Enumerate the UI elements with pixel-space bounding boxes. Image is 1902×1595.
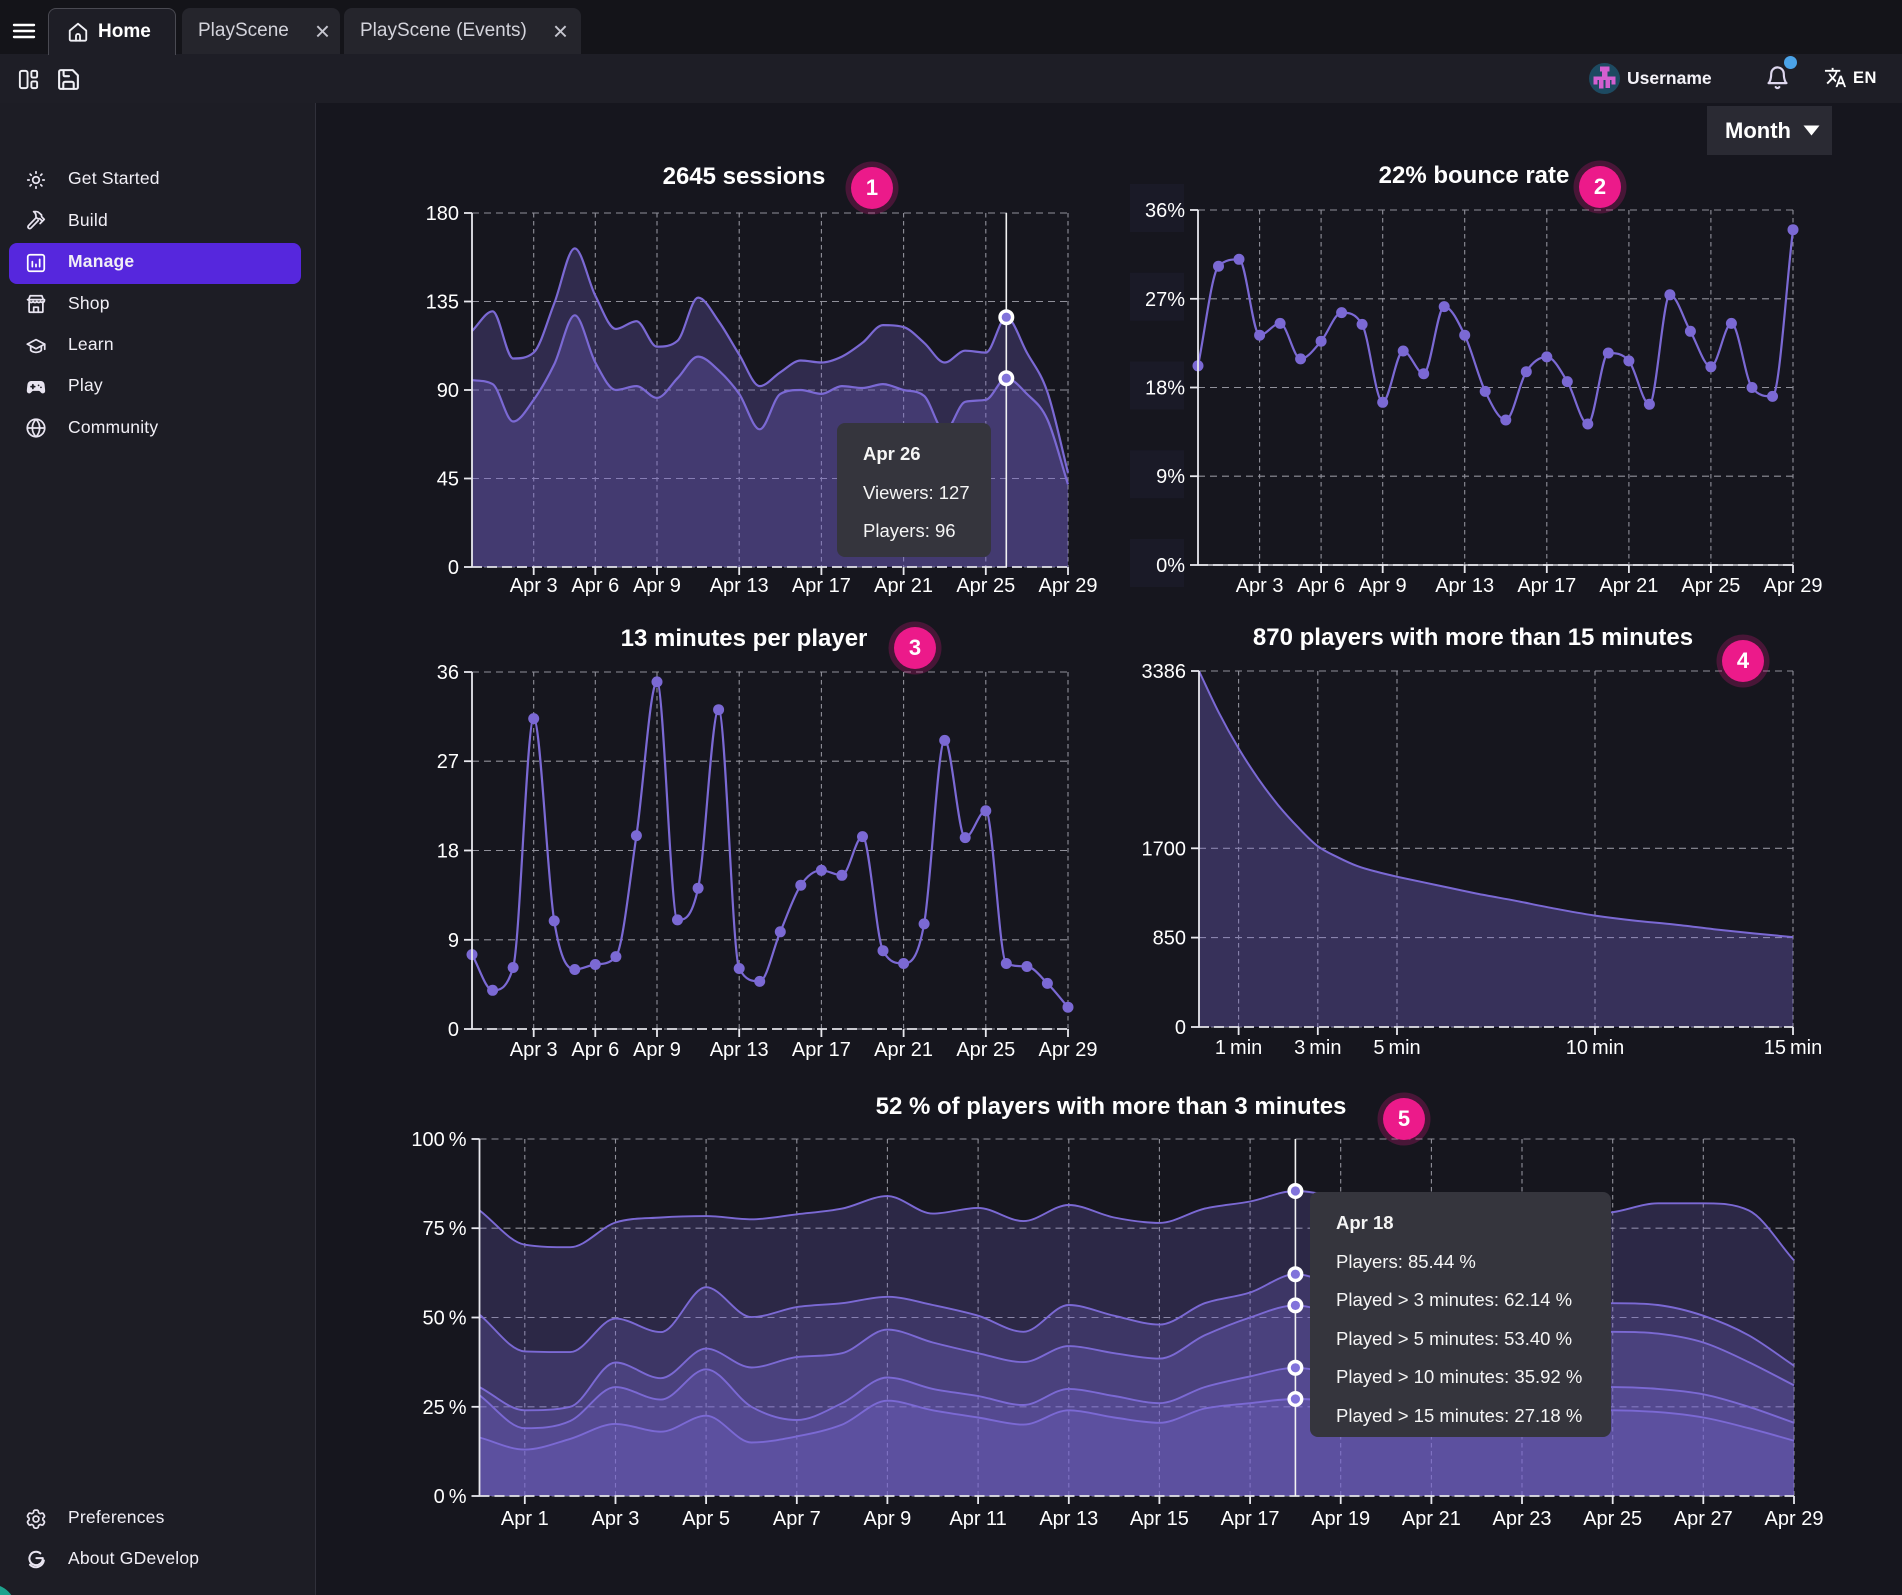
svg-text:1 min: 1 min xyxy=(1215,1037,1262,1059)
svg-text:Apr 29: Apr 29 xyxy=(1765,1508,1824,1530)
svg-text:100 %: 100 % xyxy=(411,1129,466,1151)
svg-text:Apr 23: Apr 23 xyxy=(1493,1508,1552,1530)
svg-text:5 min: 5 min xyxy=(1373,1037,1420,1059)
svg-text:Apr 25: Apr 25 xyxy=(1681,575,1740,597)
svg-text:18%: 18% xyxy=(1145,378,1185,400)
svg-text:Apr 15: Apr 15 xyxy=(1130,1508,1189,1530)
svg-text:Apr 3: Apr 3 xyxy=(510,575,558,597)
svg-text:Apr 29: Apr 29 xyxy=(1039,575,1098,597)
svg-text:Apr 25: Apr 25 xyxy=(1583,1508,1642,1530)
svg-text:10 min: 10 min xyxy=(1566,1037,1624,1059)
svg-text:180: 180 xyxy=(426,203,459,225)
svg-text:Apr 9: Apr 9 xyxy=(863,1508,911,1530)
svg-text:25 %: 25 % xyxy=(422,1397,466,1419)
svg-text:27%: 27% xyxy=(1145,289,1185,311)
svg-text:9: 9 xyxy=(448,930,459,952)
svg-text:Apr 13: Apr 13 xyxy=(710,575,769,597)
svg-text:Apr 21: Apr 21 xyxy=(874,1039,933,1061)
svg-text:15 min: 15 min xyxy=(1764,1037,1822,1059)
svg-text:Apr 6: Apr 6 xyxy=(571,1039,619,1061)
svg-text:0: 0 xyxy=(1175,1017,1186,1039)
svg-text:Apr 29: Apr 29 xyxy=(1039,1039,1098,1061)
svg-text:Apr 3: Apr 3 xyxy=(1236,575,1284,597)
svg-text:Apr 25: Apr 25 xyxy=(956,575,1015,597)
svg-text:Apr 19: Apr 19 xyxy=(1311,1508,1370,1530)
svg-text:Apr 6: Apr 6 xyxy=(1297,575,1345,597)
svg-text:135: 135 xyxy=(426,292,459,314)
svg-text:3386: 3386 xyxy=(1142,661,1187,683)
svg-text:Apr 13: Apr 13 xyxy=(710,1039,769,1061)
svg-text:Apr 5: Apr 5 xyxy=(682,1508,730,1530)
svg-text:1700: 1700 xyxy=(1142,838,1187,860)
svg-text:18: 18 xyxy=(437,841,459,863)
svg-text:Apr 17: Apr 17 xyxy=(1221,1508,1280,1530)
svg-text:Apr 9: Apr 9 xyxy=(633,575,681,597)
svg-text:Apr 11: Apr 11 xyxy=(949,1508,1006,1530)
svg-text:Apr 9: Apr 9 xyxy=(633,1039,681,1061)
svg-text:45: 45 xyxy=(437,469,459,491)
svg-text:Apr 27: Apr 27 xyxy=(1674,1508,1733,1530)
svg-text:Apr 13: Apr 13 xyxy=(1435,575,1494,597)
svg-text:0 %: 0 % xyxy=(434,1486,467,1508)
svg-text:Apr 3: Apr 3 xyxy=(510,1039,558,1061)
svg-text:36%: 36% xyxy=(1145,200,1185,222)
svg-text:Apr 17: Apr 17 xyxy=(1517,575,1576,597)
svg-text:Apr 21: Apr 21 xyxy=(874,575,933,597)
svg-text:Apr 17: Apr 17 xyxy=(792,575,851,597)
svg-text:9%: 9% xyxy=(1156,466,1185,488)
svg-text:Apr 21: Apr 21 xyxy=(1599,575,1658,597)
svg-text:27: 27 xyxy=(437,751,459,773)
svg-text:Apr 7: Apr 7 xyxy=(773,1508,821,1530)
svg-text:0: 0 xyxy=(448,1019,459,1041)
svg-text:Apr 21: Apr 21 xyxy=(1402,1508,1461,1530)
svg-text:Apr 6: Apr 6 xyxy=(571,575,619,597)
svg-text:50 %: 50 % xyxy=(422,1308,466,1330)
svg-text:36: 36 xyxy=(437,662,459,684)
svg-text:Apr 25: Apr 25 xyxy=(956,1039,1015,1061)
svg-text:0: 0 xyxy=(448,557,459,579)
svg-text:Apr 1: Apr 1 xyxy=(501,1508,549,1530)
svg-text:Apr 17: Apr 17 xyxy=(792,1039,851,1061)
svg-text:Apr 29: Apr 29 xyxy=(1764,575,1823,597)
svg-text:Apr 9: Apr 9 xyxy=(1359,575,1407,597)
svg-text:0%: 0% xyxy=(1156,555,1185,577)
svg-text:Apr 3: Apr 3 xyxy=(592,1508,640,1530)
svg-text:90: 90 xyxy=(437,380,459,402)
svg-text:Apr 13: Apr 13 xyxy=(1039,1508,1098,1530)
svg-text:850: 850 xyxy=(1153,928,1186,950)
svg-text:3 min: 3 min xyxy=(1294,1037,1341,1059)
svg-text:75 %: 75 % xyxy=(422,1218,466,1240)
